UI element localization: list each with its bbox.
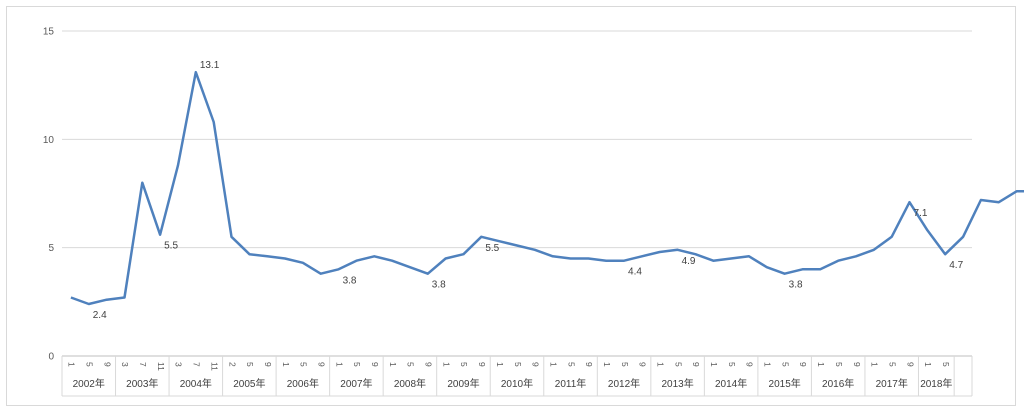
year-label: 2018年: [920, 377, 952, 390]
year-label: 2008年: [394, 377, 426, 390]
chart-frame: [6, 6, 1016, 406]
year-label: 2009年: [447, 377, 479, 390]
x-tick-label: 9: [263, 362, 273, 367]
x-tick-label: 1: [816, 362, 826, 367]
data-label: 3.8: [789, 280, 803, 291]
year-label: 2006年: [287, 377, 319, 390]
x-tick-label: 5: [406, 362, 416, 367]
data-label: 2.4: [93, 310, 107, 321]
year-label: 2002年: [73, 377, 105, 390]
x-tick-label: 9: [798, 362, 808, 367]
x-tick-label: 5: [727, 362, 737, 367]
data-label: 4.7: [949, 260, 963, 271]
x-tick-label: 1: [441, 362, 451, 367]
x-tick-label: 1: [709, 362, 719, 367]
x-tick-label: 9: [852, 362, 862, 367]
x-tick-label: 5: [352, 362, 362, 367]
x-tick-label: 1: [655, 362, 665, 367]
x-tick-label: 11: [156, 362, 166, 371]
year-label: 2003年: [126, 377, 158, 390]
data-label: 13.1: [200, 60, 220, 71]
x-tick-label: 9: [905, 362, 915, 367]
x-tick-label: 5: [673, 362, 683, 367]
y-tick-label: 15: [43, 27, 55, 38]
x-tick-label: 11: [209, 362, 219, 371]
x-tick-label: 1: [870, 362, 880, 367]
x-tick-label: 9: [316, 362, 326, 367]
x-tick-label: 9: [638, 362, 648, 367]
x-tick-label: 9: [691, 362, 701, 367]
year-label: 2007年: [340, 377, 372, 390]
x-tick-label: 1: [281, 362, 291, 367]
data-label: 3.8: [343, 275, 357, 286]
y-tick-label: 5: [48, 243, 54, 254]
x-tick-label: 1: [602, 362, 612, 367]
x-tick-label: 5: [299, 362, 309, 367]
x-tick-label: 3: [120, 362, 130, 367]
x-tick-label: 5: [566, 362, 576, 367]
x-tick-label: 9: [531, 362, 541, 367]
year-label: 2013年: [661, 377, 693, 390]
x-tick-label: 7: [192, 362, 202, 367]
data-label: 3.8: [432, 280, 446, 291]
year-label: 2012年: [608, 377, 640, 390]
year-label: 2014年: [715, 377, 747, 390]
x-tick-label: 5: [245, 362, 255, 367]
data-label: 4.9: [682, 256, 696, 267]
series-line: [70, 70, 1024, 306]
x-tick-label: 2: [227, 362, 237, 367]
x-tick-label: 9: [477, 362, 487, 367]
year-label: 2005年: [233, 377, 265, 390]
x-tick-label: 1: [548, 362, 558, 367]
x-tick-label: 3: [174, 362, 184, 367]
x-tick-label: 5: [941, 362, 951, 367]
x-tick-label: 5: [887, 362, 897, 367]
year-label: 2011年: [555, 377, 587, 390]
year-label: 2015年: [769, 377, 801, 390]
x-tick-label: 1: [388, 362, 398, 367]
x-tick-label: 1: [923, 362, 933, 367]
year-label: 2004年: [180, 377, 212, 390]
x-tick-label: 5: [513, 362, 523, 367]
x-tick-label: 1: [67, 362, 77, 367]
x-tick-label: 7: [138, 362, 148, 367]
x-tick-label: 1: [334, 362, 344, 367]
x-tick-label: 9: [584, 362, 594, 367]
x-tick-label: 5: [834, 362, 844, 367]
x-tick-label: 5: [85, 362, 95, 367]
year-label: 2016年: [822, 377, 854, 390]
year-label: 2017年: [876, 377, 908, 390]
data-label: 7.1: [914, 208, 928, 219]
x-tick-label: 9: [745, 362, 755, 367]
year-label: 2010年: [501, 377, 533, 390]
x-tick-label: 1: [495, 362, 505, 367]
x-tick-label: 1: [763, 362, 773, 367]
x-tick-label: 5: [459, 362, 469, 367]
data-label: 4.4: [628, 267, 642, 278]
data-label: 5.5: [485, 243, 499, 254]
y-tick-label: 0: [48, 352, 54, 363]
x-tick-label: 9: [424, 362, 434, 367]
y-tick-label: 10: [43, 135, 55, 146]
x-tick-label: 5: [620, 362, 630, 367]
x-tick-label: 9: [370, 362, 380, 367]
data-label: 5.5: [164, 241, 178, 252]
x-tick-label: 5: [780, 362, 790, 367]
x-tick-label: 9: [102, 362, 112, 367]
